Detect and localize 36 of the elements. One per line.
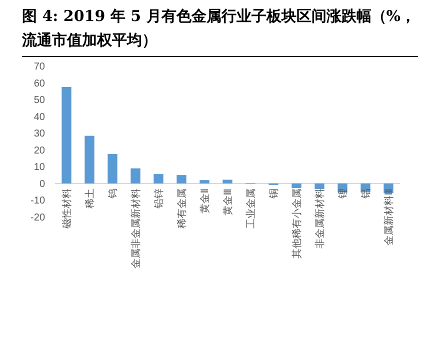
x-tick-label: 金属非金属新材料 bbox=[130, 188, 142, 268]
bar bbox=[84, 136, 94, 184]
bar bbox=[108, 154, 118, 184]
x-tick-label: 稀土 bbox=[84, 188, 96, 208]
y-tick-label: 70 bbox=[34, 62, 46, 72]
x-tick-label: 金属新材料Ⅲ bbox=[383, 188, 395, 246]
x-tick-label: 磁性材料 bbox=[61, 188, 73, 230]
x-tick-label: 非金属新材料 bbox=[314, 188, 326, 248]
bar bbox=[222, 180, 232, 184]
x-tick-label: 工业金属 bbox=[245, 188, 257, 228]
bar bbox=[292, 183, 302, 188]
bar bbox=[62, 86, 72, 184]
x-tick-label: 铅锌 bbox=[153, 188, 165, 210]
y-tick-label: 0 bbox=[39, 178, 46, 190]
x-tick-label: 稀有金属 bbox=[176, 188, 188, 228]
y-tick-label: 20 bbox=[34, 145, 46, 156]
x-tick-label: 锂 bbox=[338, 188, 349, 200]
x-tick-label: 其他稀有小金属 bbox=[291, 188, 303, 258]
x-tick-label: 黄金Ⅲ bbox=[222, 188, 234, 216]
y-tick-label: 50 bbox=[34, 95, 46, 106]
y-tick-label: -10 bbox=[30, 196, 46, 207]
y-tick-label: 30 bbox=[34, 128, 46, 140]
bar bbox=[176, 175, 186, 184]
y-tick-label: -20 bbox=[30, 212, 46, 224]
y-tick-label: 10 bbox=[34, 162, 46, 174]
x-tick-label: 黄金Ⅱ bbox=[199, 188, 211, 214]
x-tick-label: 铝 bbox=[361, 188, 372, 200]
bar bbox=[314, 183, 324, 189]
x-tick-label: 钨 bbox=[108, 188, 119, 200]
x-tick-label: 铜 bbox=[269, 188, 280, 200]
y-tick-label: 40 bbox=[34, 112, 46, 123]
y-tick-label: 60 bbox=[34, 78, 46, 90]
bar bbox=[154, 174, 164, 184]
chart-title: 图 4: 2019 年 5 月有色金属行业子板块区间涨跌幅（%，流通市值加权平均） bbox=[22, 4, 418, 57]
bar bbox=[130, 168, 140, 184]
bar bbox=[200, 180, 210, 184]
